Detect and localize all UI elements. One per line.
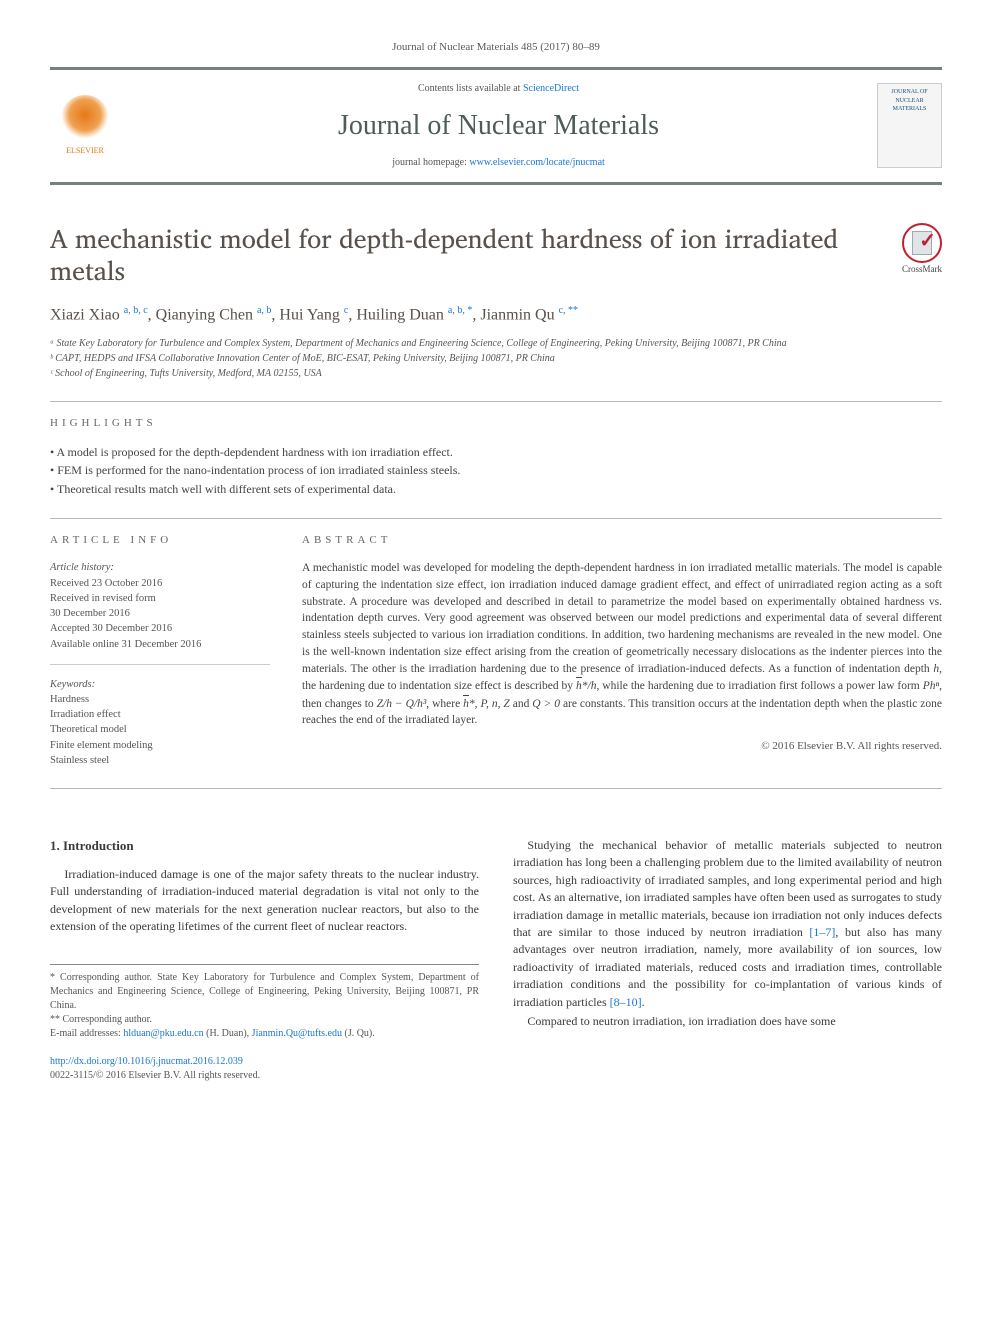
page-footer: http://dx.doi.org/10.1016/j.jnucmat.2016… [50,1055,942,1083]
intro-paragraph: Irradiation-induced damage is one of the… [50,866,479,936]
contents-prefix: Contents lists available at [418,83,523,94]
keyword: Irradiation effect [50,707,270,722]
doi-link[interactable]: http://dx.doi.org/10.1016/j.jnucmat.2016… [50,1056,243,1067]
contents-available: Contents lists available at ScienceDirec… [136,82,861,96]
abstract-column: ABSTRACT A mechanistic model was develop… [302,533,942,768]
homepage-line: journal homepage: www.elsevier.com/locat… [136,156,861,170]
email-who: (J. Qu). [342,1028,375,1039]
crossmark-badge[interactable]: CrossMark [902,223,942,276]
history-line: Received in revised form [50,591,270,606]
abstract-part: , where [426,698,463,710]
article-info-head: ARTICLE INFO [50,533,270,548]
ref-link[interactable]: [8–10] [610,995,642,1009]
highlights-section: HIGHLIGHTS A model is proposed for the d… [50,416,942,498]
divider [50,788,942,789]
article-history: Article history: Received 23 October 201… [50,560,270,651]
elsevier-logo: ELSEVIER [50,86,120,166]
article-title: A mechanistic model for depth-dependent … [50,223,882,288]
publisher-name: ELSEVIER [66,145,104,156]
history-line: Accepted 30 December 2016 [50,621,270,636]
journal-cover-thumb: JOURNAL OF NUCLEAR MATERIALS [877,83,942,168]
highlight-item: Theoretical results match well with diff… [50,481,942,498]
history-line: Received 23 October 2016 [50,576,270,591]
citation-line: Journal of Nuclear Materials 485 (2017) … [50,40,942,55]
abstract-copyright: © 2016 Elsevier B.V. All rights reserved… [302,739,942,754]
corr-author-note: * Corresponding author. State Key Labora… [50,971,479,1013]
divider [50,664,270,665]
intro-paragraph: Studying the mechanical behavior of meta… [513,837,942,1011]
email-who: (H. Duan), [204,1028,252,1039]
expr-vars: h*, P, n, Z [463,698,510,710]
history-line: Available online 31 December 2016 [50,637,270,652]
email-line: E-mail addresses: hlduan@pku.edu.cn (H. … [50,1027,479,1041]
homepage-link[interactable]: www.elsevier.com/locate/jnucmat [469,157,604,168]
article-info-column: ARTICLE INFO Article history: Received 2… [50,533,270,768]
intro-heading: 1. Introduction [50,837,479,856]
email-label: E-mail addresses: [50,1028,123,1039]
keywords-label: Keywords: [50,677,270,692]
crossmark-label: CrossMark [902,263,942,276]
homepage-prefix: journal homepage: [392,157,469,168]
expr-q: Q > 0 [532,698,560,710]
affiliation-a: ᵃ State Key Laboratory for Turbulence an… [50,336,942,351]
divider [50,518,942,519]
abstract-part: , while the hardening due to irradiation… [596,680,922,692]
keyword: Stainless steel [50,753,270,768]
affiliation-c: ᶜ School of Engineering, Tufts Universit… [50,366,942,381]
expr-phn: Phⁿ [923,680,939,692]
p2-pre: Studying the mechanical behavior of meta… [513,838,942,939]
footnotes: * Corresponding author. State Key Labora… [50,964,479,1041]
keywords-block: Keywords: Hardness Irradiation effect Th… [50,677,270,768]
issn-line: 0022-3115/© 2016 Elsevier B.V. All right… [50,1070,260,1081]
intro-paragraph: Compared to neutron irradiation, ion irr… [513,1013,942,1030]
email-link[interactable]: Jianmin.Qu@tufts.edu [252,1028,342,1039]
abstract-head: ABSTRACT [302,533,942,548]
body-right-column: Studying the mechanical behavior of meta… [513,837,942,1040]
keyword: Theoretical model [50,722,270,737]
divider [50,401,942,402]
header-center: Contents lists available at ScienceDirec… [136,82,861,169]
keyword: Finite element modeling [50,738,270,753]
expr-hstar-over-h: h*/h [576,680,596,692]
corr-author-note: ** Corresponding author. [50,1013,479,1027]
affiliation-b: ᵇ CAPT, HEDPS and IFSA Collaborative Inn… [50,351,942,366]
highlight-item: A model is proposed for the depth-depden… [50,444,942,461]
abstract-text: A mechanistic model was developed for mo… [302,560,942,729]
elsevier-tree-icon [60,95,110,145]
highlight-item: FEM is performed for the nano-indentatio… [50,462,942,479]
ref-link[interactable]: [1–7] [809,925,835,939]
journal-header: ELSEVIER Contents lists available at Sci… [50,67,942,184]
email-link[interactable]: hlduan@pku.edu.cn [123,1028,203,1039]
highlights-head: HIGHLIGHTS [50,416,942,431]
journal-name: Journal of Nuclear Materials [136,106,861,145]
history-label: Article history: [50,560,270,575]
expr-zh-qh3: Z/h − Q/h³ [377,698,427,710]
sciencedirect-link[interactable]: ScienceDirect [523,83,579,94]
history-line: 30 December 2016 [50,606,270,621]
p2-post: . [642,995,645,1009]
abstract-part: and [510,698,533,710]
body-columns: 1. Introduction Irradiation-induced dama… [50,837,942,1040]
author-list: Xiazi Xiao a, b, c, Qianying Chen a, b, … [50,304,942,327]
keyword: Hardness [50,692,270,707]
abstract-part: A mechanistic model was developed for mo… [302,562,942,674]
affiliations: ᵃ State Key Laboratory for Turbulence an… [50,336,942,381]
body-left-column: 1. Introduction Irradiation-induced dama… [50,837,479,1040]
crossmark-icon [902,223,942,263]
